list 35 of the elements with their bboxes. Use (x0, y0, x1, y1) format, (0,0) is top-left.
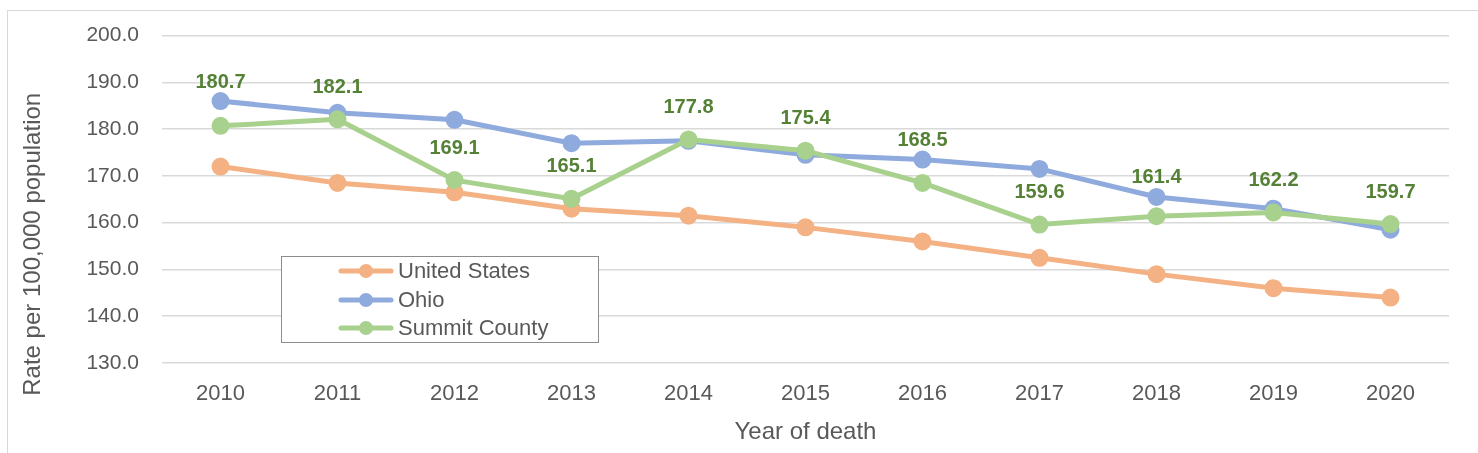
y-tick-label: 130.0 (86, 349, 139, 373)
y-tick-label: 160.0 (86, 209, 139, 233)
x-tick-label: 2010 (196, 380, 245, 406)
y-tick-label: 180.0 (86, 115, 139, 139)
x-tick-label: 2016 (898, 380, 947, 406)
y-axis-title: Rate per 100,000 population (17, 92, 45, 396)
x-tick-label: 2020 (1366, 380, 1415, 406)
data-label: 162.2 (1248, 167, 1299, 190)
x-tick-label: 2015 (781, 380, 830, 406)
data-label: 165.1 (546, 154, 597, 177)
x-axis-title: Year of death (734, 417, 877, 445)
data-label: 168.5 (897, 128, 948, 151)
data-label: 159.6 (1014, 180, 1065, 203)
x-tick-label: 2017 (1015, 380, 1064, 406)
data-label: 175.4 (780, 106, 832, 129)
x-tick-label: 2019 (1249, 380, 1298, 406)
legend-label: United States (398, 258, 531, 285)
data-label: 180.7 (195, 69, 246, 92)
y-tick-label: 190.0 (86, 69, 139, 93)
data-label: 169.1 (429, 135, 480, 158)
x-tick-label: 2013 (547, 380, 596, 406)
data-label: 177.8 (663, 94, 714, 117)
y-tick-label: 200.0 (86, 22, 139, 46)
data-label: 159.7 (1365, 179, 1416, 202)
legend-label: Summit County (398, 314, 549, 341)
y-tick-label: 170.0 (86, 162, 139, 186)
y-tick-label: 140.0 (86, 303, 139, 327)
y-tick-label: 150.0 (86, 256, 139, 280)
x-tick-label: 2012 (430, 380, 479, 406)
x-tick-label: 2011 (313, 380, 362, 406)
x-tick-label: 2014 (664, 380, 713, 406)
data-label: 182.1 (312, 74, 363, 97)
x-tick-label: 2018 (1132, 380, 1181, 406)
data-label: 161.4 (1131, 165, 1183, 188)
legend-label: Ohio (398, 286, 445, 313)
